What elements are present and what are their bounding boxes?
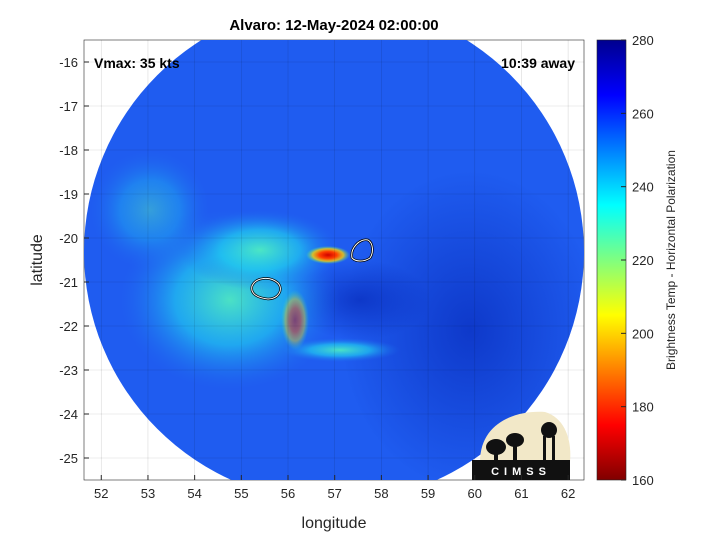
vmax-annotation: Vmax: 35 kts xyxy=(94,55,180,71)
y-tick-label: -17 xyxy=(59,99,78,114)
y-tick-label: -21 xyxy=(59,275,78,290)
cimss-logo: CIMSS xyxy=(472,411,571,480)
colorbar-tick-label: 180 xyxy=(632,400,654,415)
x-axis-label: longitude xyxy=(302,515,367,532)
colorbar-label: Brightness Temp - Horizontal Polarizatio… xyxy=(664,150,678,370)
colorbar-tick-label: 160 xyxy=(632,473,654,488)
colorbar-ticks: 160 180 200 220 240 260 280 xyxy=(621,33,654,488)
x-tick-label: 57 xyxy=(327,486,341,501)
grid xyxy=(84,40,584,480)
y-tick-label: -24 xyxy=(59,407,78,422)
x-tick-label: 52 xyxy=(94,486,108,501)
time-offset-annotation: 10:39 away xyxy=(501,55,575,71)
x-tick-label: 54 xyxy=(187,486,201,501)
x-tick-label: 58 xyxy=(374,486,388,501)
x-tick-label: 60 xyxy=(468,486,482,501)
y-tick-label: -18 xyxy=(59,143,78,158)
x-tick-label: 59 xyxy=(421,486,435,501)
y-tick-label: -25 xyxy=(59,451,78,466)
y-tick-label: -19 xyxy=(59,187,78,202)
colorbar-tick-label: 200 xyxy=(632,326,654,341)
svg-text:CIMSS: CIMSS xyxy=(491,466,551,478)
colorbar-tick-label: 260 xyxy=(632,106,654,121)
y-tick-label: -20 xyxy=(59,231,78,246)
x-tick-label: 62 xyxy=(561,486,575,501)
y-axis-label: latitude xyxy=(29,234,46,286)
colorbar-tick-label: 280 xyxy=(632,33,654,48)
chart-title: Alvaro: 12-May-2024 02:00:00 xyxy=(229,17,438,34)
x-tick-label: 56 xyxy=(281,486,295,501)
colorbar-tick-label: 240 xyxy=(632,180,654,195)
brightness-temp-image xyxy=(84,40,584,480)
x-tick-label: 61 xyxy=(514,486,528,501)
contour xyxy=(251,278,281,300)
y-tick-label: -16 xyxy=(59,55,78,70)
y-tick-label: -22 xyxy=(59,319,78,334)
contour xyxy=(351,239,373,262)
y-tick-label: -23 xyxy=(59,363,78,378)
x-tick-label: 53 xyxy=(141,486,155,501)
x-axis: 52 53 54 55 56 57 58 59 60 61 62 xyxy=(94,475,575,501)
y-axis: -16 -17 -18 -19 -20 -21 -22 -23 -24 -25 xyxy=(59,55,89,466)
colorbar-tick-label: 220 xyxy=(632,253,654,268)
x-tick-label: 55 xyxy=(234,486,248,501)
